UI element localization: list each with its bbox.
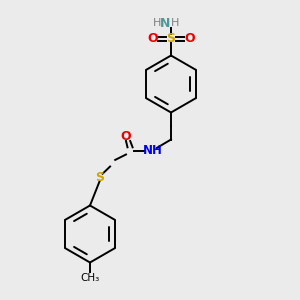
Text: CH₃: CH₃ <box>80 273 100 283</box>
Text: O: O <box>147 32 158 46</box>
Text: H: H <box>153 17 161 28</box>
Text: N: N <box>160 17 170 30</box>
Text: NH: NH <box>142 144 162 158</box>
Text: H: H <box>171 17 179 28</box>
Text: O: O <box>184 32 195 46</box>
Text: O: O <box>121 130 131 143</box>
Text: S: S <box>167 32 176 46</box>
Text: S: S <box>95 171 104 184</box>
